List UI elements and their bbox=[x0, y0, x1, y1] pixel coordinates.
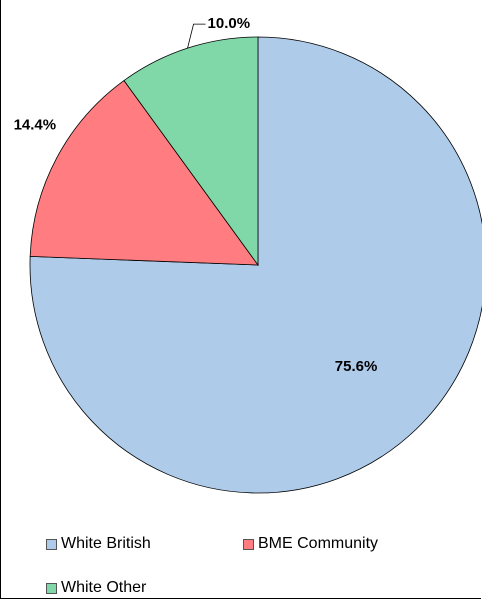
pie-slices bbox=[29, 36, 482, 494]
data-label-white-other: 10.0% bbox=[208, 15, 251, 32]
leader-line-white-other bbox=[187, 23, 206, 49]
pie-slice-bme-community bbox=[29, 79, 259, 266]
leader-lines bbox=[187, 23, 206, 49]
data-labels: 75.6% 14.4% 10.0% bbox=[14, 15, 378, 375]
data-label-bme-community: 14.4% bbox=[14, 117, 57, 134]
data-label-white-british: 75.6% bbox=[335, 358, 378, 375]
